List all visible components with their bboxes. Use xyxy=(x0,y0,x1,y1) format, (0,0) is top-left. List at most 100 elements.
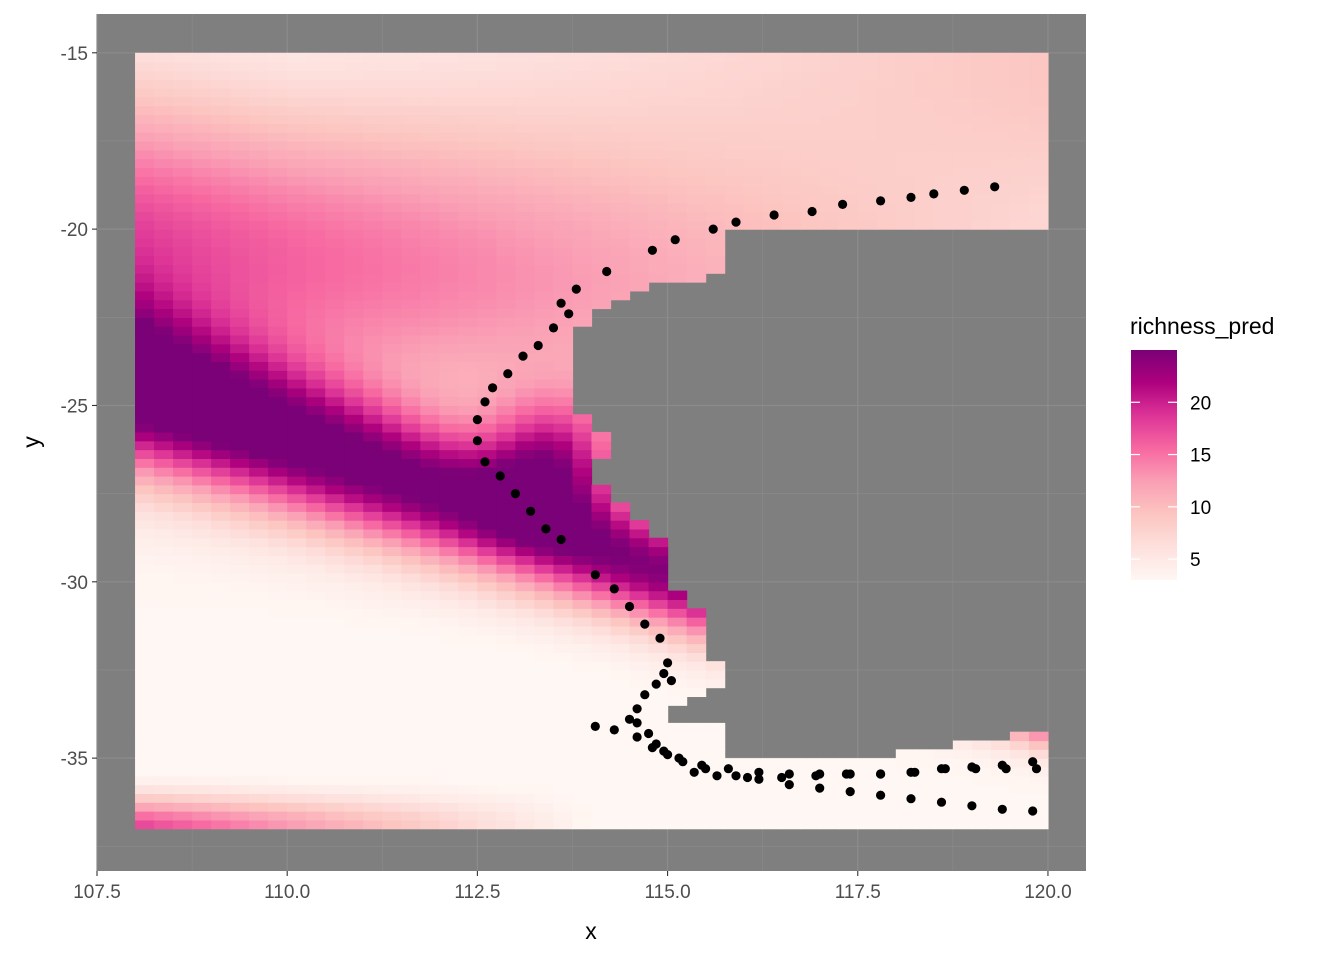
raster-cell xyxy=(439,731,459,742)
raster-cell xyxy=(363,123,383,133)
raster-cell xyxy=(249,696,269,706)
raster-cell xyxy=(572,149,593,160)
raster-cell xyxy=(477,220,497,230)
raster-cell xyxy=(1009,220,1030,230)
raster-cell xyxy=(268,722,288,733)
raster-cell xyxy=(553,132,574,142)
raster-cell xyxy=(458,617,478,627)
raster-cell xyxy=(192,784,212,795)
raster-cell xyxy=(135,202,155,213)
raster-cell xyxy=(230,414,250,424)
raster-cell xyxy=(268,264,288,274)
raster-cell xyxy=(610,61,631,72)
raster-cell xyxy=(268,740,288,750)
raster-cell xyxy=(287,528,307,539)
raster-cell xyxy=(192,167,212,177)
raster-cell xyxy=(401,617,421,627)
raster-cell xyxy=(344,749,364,759)
raster-cell xyxy=(154,193,174,204)
raster-cell xyxy=(515,599,536,609)
sample-point xyxy=(503,369,513,379)
raster-cell xyxy=(344,140,364,151)
raster-cell xyxy=(553,352,574,362)
raster-cell xyxy=(135,255,155,265)
raster-cell xyxy=(306,52,326,63)
raster-cell xyxy=(477,643,497,653)
raster-cell xyxy=(135,220,155,230)
raster-cell xyxy=(135,749,155,759)
raster-cell xyxy=(154,749,174,759)
raster-cell xyxy=(135,414,155,424)
raster-cell xyxy=(173,255,193,265)
raster-cell xyxy=(990,140,1011,151)
raster-cell xyxy=(534,546,555,556)
raster-cell xyxy=(724,61,745,72)
raster-cell xyxy=(135,114,155,124)
raster-cell xyxy=(667,246,688,257)
raster-cell xyxy=(496,687,517,698)
raster-cell xyxy=(192,405,212,415)
raster-cell xyxy=(591,220,612,230)
raster-cell xyxy=(287,290,307,301)
x-tick-label: 115.0 xyxy=(645,882,691,903)
raster-cell xyxy=(135,458,155,468)
raster-cell xyxy=(971,149,992,160)
raster-cell xyxy=(249,476,269,486)
raster-cell xyxy=(705,96,726,107)
raster-cell xyxy=(819,96,840,107)
raster-cell xyxy=(515,79,536,89)
y-axis-title: y xyxy=(18,436,44,448)
raster-cell xyxy=(325,79,345,89)
raster-cell xyxy=(648,149,669,160)
raster-cell xyxy=(287,317,307,327)
raster-cell xyxy=(572,511,593,521)
raster-cell xyxy=(268,167,288,177)
raster-cell xyxy=(344,678,364,689)
raster-cell xyxy=(249,255,269,265)
raster-cell xyxy=(249,308,269,318)
raster-cell xyxy=(895,766,916,777)
raster-cell xyxy=(762,811,783,821)
raster-cell xyxy=(211,740,231,750)
raster-cell xyxy=(439,775,459,786)
raster-cell xyxy=(705,255,726,265)
raster-cell xyxy=(458,370,478,380)
raster-cell xyxy=(743,132,764,142)
raster-cell xyxy=(1028,105,1049,116)
raster-cell xyxy=(458,564,478,574)
raster-cell xyxy=(382,625,402,636)
raster-cell xyxy=(1009,149,1030,160)
raster-cell xyxy=(629,176,650,186)
raster-cell xyxy=(515,652,536,662)
raster-cell xyxy=(154,132,174,142)
raster-cell xyxy=(553,669,574,680)
raster-cell xyxy=(572,502,593,512)
raster-cell xyxy=(1028,193,1049,204)
raster-cell xyxy=(572,678,593,689)
raster-cell xyxy=(268,661,288,671)
raster-cell xyxy=(553,581,574,592)
raster-cell xyxy=(211,70,231,80)
raster-cell xyxy=(230,775,250,786)
raster-cell xyxy=(154,572,174,583)
raster-cell xyxy=(781,140,802,151)
raster-cell xyxy=(401,123,421,133)
raster-cell xyxy=(420,308,440,318)
raster-cell xyxy=(857,88,878,98)
raster-cell xyxy=(515,423,536,433)
raster-cell xyxy=(971,140,992,151)
raster-cell xyxy=(439,811,459,821)
raster-cell xyxy=(572,625,593,636)
raster-cell xyxy=(629,617,650,627)
raster-cell xyxy=(515,722,536,733)
raster-cell xyxy=(192,564,212,574)
raster-cell xyxy=(648,220,669,230)
raster-cell xyxy=(173,220,193,230)
raster-cell xyxy=(268,334,288,345)
raster-cell xyxy=(230,740,250,750)
raster-cell xyxy=(515,61,536,72)
raster-cell xyxy=(382,70,402,80)
raster-cell xyxy=(724,105,745,116)
raster-cell xyxy=(249,88,269,98)
raster-cell xyxy=(382,423,402,433)
